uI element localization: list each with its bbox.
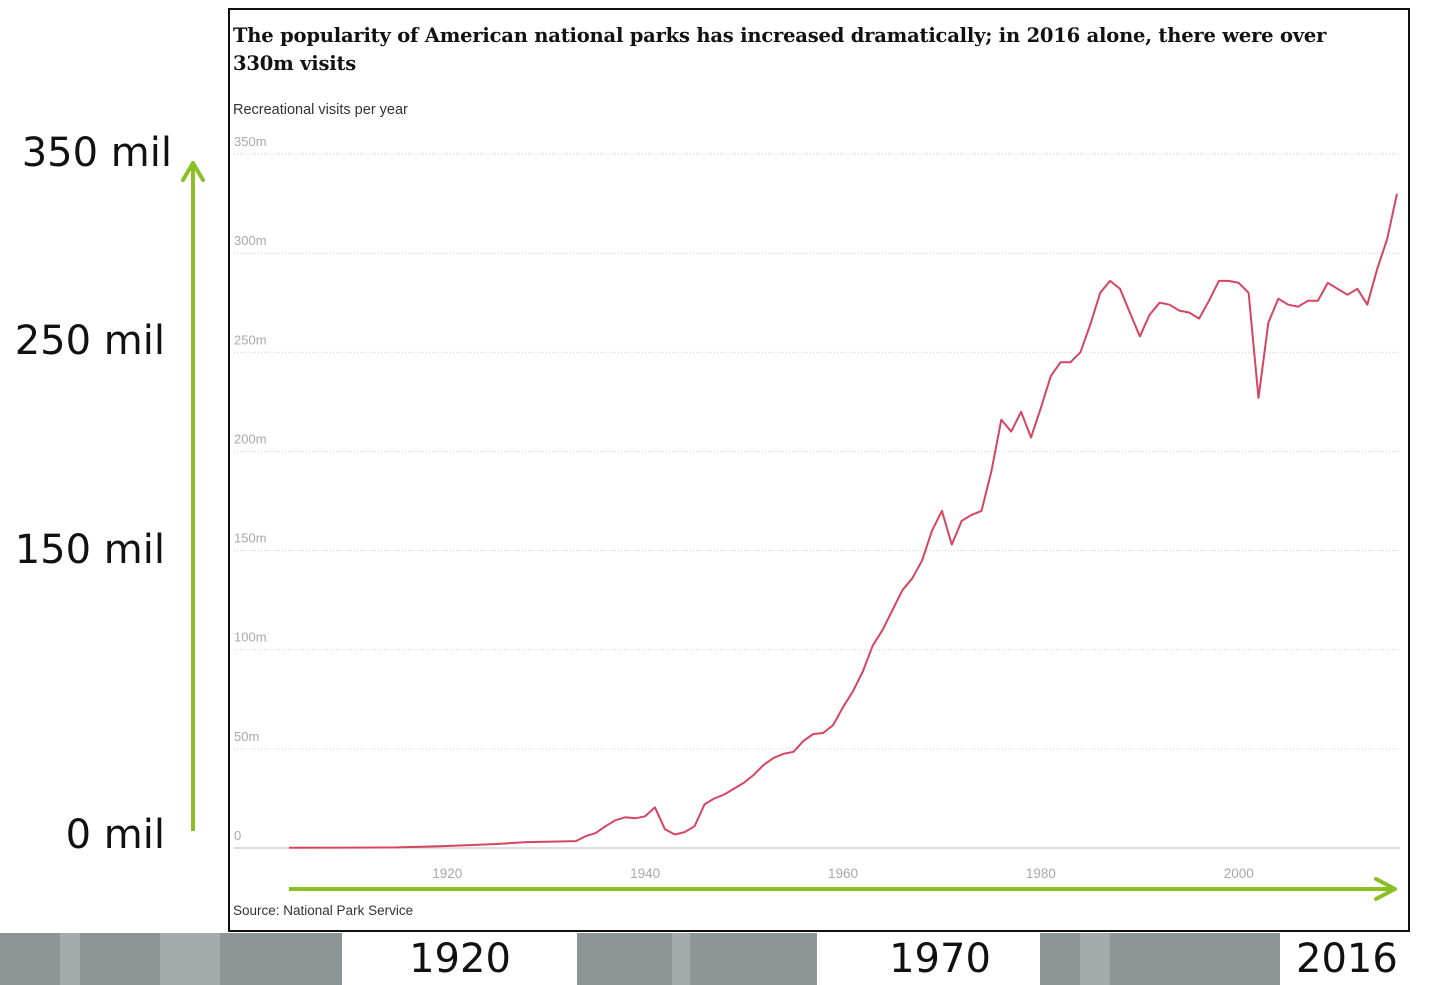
- y-annotation-label: 250 mil: [14, 318, 165, 364]
- y-tick-label: 300m: [234, 233, 267, 248]
- footer-stripe: [160, 933, 220, 985]
- y-tick-label: 100m: [234, 630, 267, 645]
- y-tick-label: 50m: [234, 729, 259, 744]
- y-tick-label: 150m: [234, 531, 267, 546]
- chart-source: Source: National Park Service: [233, 903, 414, 918]
- footer-bar-right: [1040, 933, 1280, 985]
- footer-stripe: [60, 933, 80, 985]
- y-tick-label: 0: [234, 828, 241, 843]
- y-annotation-label: 350 mil: [21, 130, 172, 176]
- x-tick-label: 1980: [1026, 866, 1056, 881]
- x-annotation-label: 1970: [889, 936, 991, 982]
- y-annotation-label: 0 mil: [65, 812, 165, 858]
- footer-stripe: [1080, 933, 1110, 985]
- chart-frame: [228, 8, 1410, 932]
- x-tick-label: 2000: [1224, 866, 1254, 881]
- y-tick-label: 350m: [234, 134, 267, 149]
- series-line: [288, 193, 1398, 849]
- footer-bar-middle: [577, 933, 817, 985]
- chart-title: The popularity of American national park…: [233, 24, 1327, 75]
- footer-bar-left: [0, 933, 342, 985]
- x-arrow-head: [1374, 877, 1397, 901]
- chart-subtitle: Recreational visits per year: [233, 102, 408, 118]
- x-tick-label: 1960: [828, 866, 858, 881]
- x-annotation-label: 2016: [1296, 936, 1398, 982]
- y-tick-label: 200m: [234, 431, 267, 446]
- footer-stripe: [672, 933, 690, 985]
- x-tick-label: 1920: [432, 866, 462, 881]
- x-tick-label: 1940: [630, 866, 660, 881]
- y-arrow-head: [181, 161, 205, 182]
- y-tick-label: 250m: [234, 332, 267, 347]
- x-annotation-label: 1920: [409, 936, 511, 982]
- y-annotation-label: 150 mil: [14, 527, 165, 573]
